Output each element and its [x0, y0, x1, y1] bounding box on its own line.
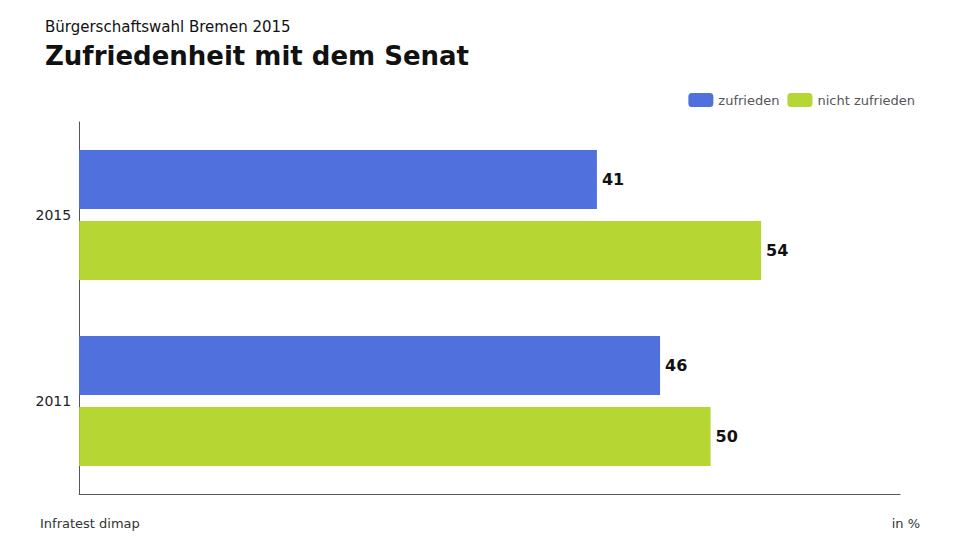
svg-text:Zufriedenheit mit dem Senat: Zufriedenheit mit dem Senat [45, 41, 469, 71]
svg-text:54: 54 [766, 241, 788, 260]
svg-text:Infratest dimap: Infratest dimap [40, 516, 140, 531]
svg-text:2011: 2011 [36, 393, 72, 409]
svg-text:50: 50 [716, 427, 738, 446]
svg-text:41: 41 [602, 170, 624, 189]
svg-text:Bürgerschaftswahl Bremen 2015: Bürgerschaftswahl Bremen 2015 [45, 18, 291, 36]
svg-text:2015: 2015 [36, 207, 72, 223]
svg-text:zufrieden: zufrieden [718, 93, 779, 108]
svg-text:46: 46 [665, 356, 687, 375]
svg-text:in %: in % [892, 516, 920, 531]
svg-text:nicht zufrieden: nicht zufrieden [817, 93, 915, 108]
